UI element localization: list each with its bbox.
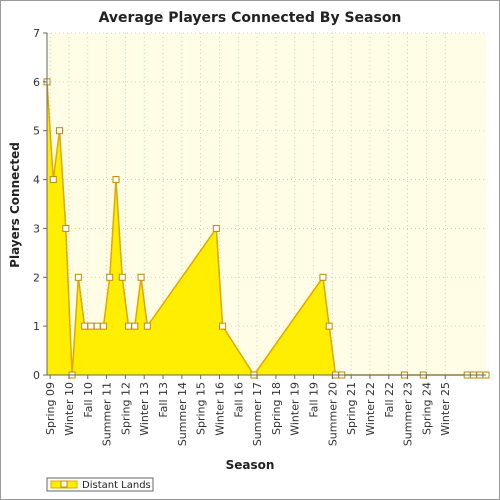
x-tick-label: Spring 24	[420, 382, 433, 435]
y-tick-label: 3	[33, 222, 40, 235]
data-point[interactable]	[125, 322, 133, 330]
data-point[interactable]	[62, 224, 70, 232]
data-point[interactable]	[131, 322, 139, 330]
x-tick-label: Winter 19	[289, 382, 302, 436]
axes	[46, 33, 486, 376]
data-point[interactable]	[93, 322, 101, 330]
data-point[interactable]	[49, 176, 57, 184]
x-tick-label: Fall 19	[308, 382, 321, 418]
data-point[interactable]	[219, 322, 227, 330]
data-point[interactable]	[56, 127, 64, 135]
x-tick-label: Winter 22	[364, 382, 377, 436]
x-axis-title: Season	[226, 458, 275, 472]
legend-label: Distant Lands	[82, 480, 151, 491]
data-point[interactable]	[137, 273, 145, 281]
x-tick-label: Winter 10	[63, 382, 76, 436]
x-tick-label: Summer 20	[326, 382, 339, 446]
x-tick-label: Fall 13	[157, 382, 170, 418]
y-tick-label: 7	[33, 27, 40, 40]
y-tick-label: 2	[33, 271, 40, 284]
legend[interactable]: Distant Lands	[46, 477, 154, 492]
data-point[interactable]	[106, 273, 114, 281]
data-point[interactable]	[81, 322, 89, 330]
x-tick-label: Summer 11	[101, 382, 114, 446]
x-tick-label: Spring 18	[270, 382, 283, 435]
x-axis-ticks: Spring 09 Winter 10 Fall 10 Summer 11 Spring…	[44, 375, 452, 446]
data-point[interactable]	[319, 273, 327, 281]
y-axis-title: Players Connected	[8, 142, 22, 268]
y-tick-label: 5	[33, 125, 40, 138]
data-point[interactable]	[143, 322, 151, 330]
y-tick-label: 0	[33, 369, 40, 382]
data-point[interactable]	[87, 322, 95, 330]
data-point[interactable]	[118, 273, 126, 281]
data-point[interactable]	[325, 322, 333, 330]
x-tick-label: Winter 16	[213, 382, 226, 436]
x-tick-label: Summer 14	[176, 382, 189, 446]
y-tick-label: 6	[33, 76, 40, 89]
x-tick-label: Summer 23	[402, 382, 415, 446]
x-tick-label: Winter 25	[439, 382, 452, 436]
y-axis-ticks: 0 1 2 3 4 5 6 7	[33, 27, 47, 382]
area-fill	[47, 81, 486, 375]
data-point[interactable]	[99, 322, 107, 330]
x-tick-label: Fall 16	[232, 382, 245, 418]
x-tick-label: Spring 15	[195, 382, 208, 435]
y-tick-label: 1	[33, 320, 40, 333]
data-point[interactable]	[112, 176, 120, 184]
x-tick-label: Spring 09	[44, 382, 57, 435]
y-tick-label: 4	[33, 174, 40, 187]
x-tick-label: Winter 13	[138, 382, 151, 436]
legend-marker	[60, 480, 68, 488]
x-tick-label: Fall 10	[82, 382, 95, 418]
x-tick-label: Spring 21	[345, 382, 358, 435]
x-tick-label: Spring 12	[119, 382, 132, 435]
x-tick-label: Summer 17	[251, 382, 264, 446]
data-point[interactable]	[212, 224, 220, 232]
x-tick-label: Fall 22	[383, 382, 396, 418]
data-point[interactable]	[74, 273, 82, 281]
chart-title: Average Players Connected By Season	[99, 10, 402, 26]
